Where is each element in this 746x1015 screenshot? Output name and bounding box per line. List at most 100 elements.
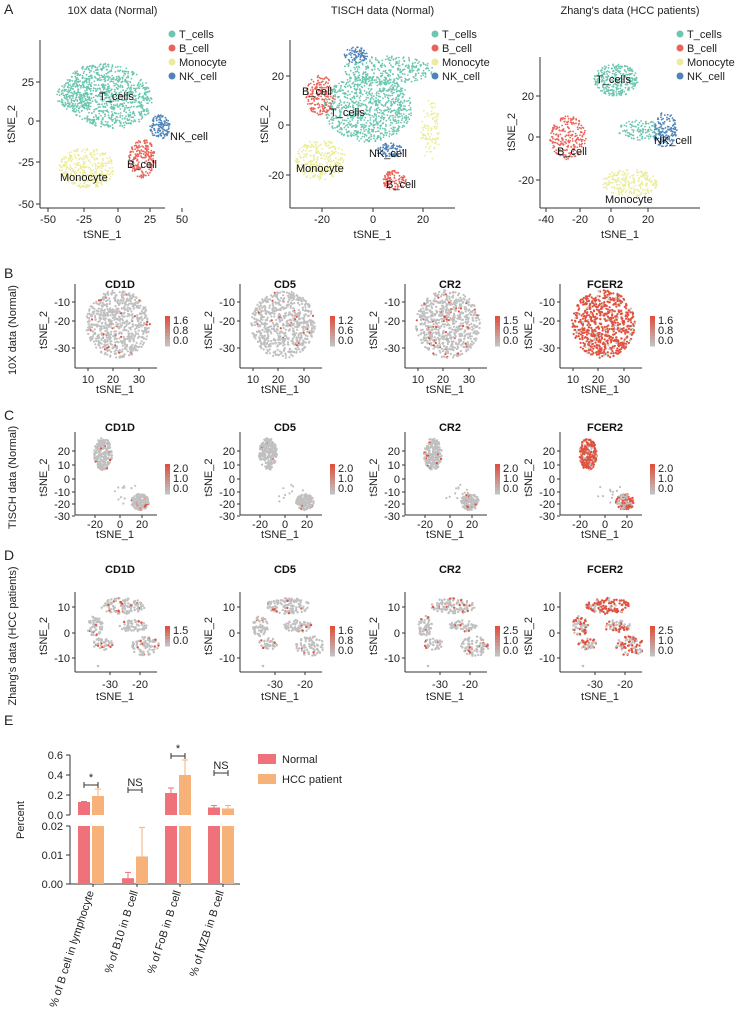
y-tick-label: 0	[278, 120, 284, 132]
x-tick-label: 20	[272, 374, 284, 386]
legend-dot	[431, 30, 439, 38]
tsne-panel-2: TISCH data (Normal) -20 0 20 20 0 -20 tSNE_1 tSN…	[259, 5, 490, 241]
category-label: % of FoB in B cell	[146, 889, 184, 975]
scale-label: 1.5	[173, 625, 188, 637]
bar-hcc-patient	[222, 808, 234, 815]
scale-label: 1.0	[658, 473, 673, 485]
y-axis-label: tSNE_2	[368, 459, 380, 497]
x-tick-label: -20	[252, 519, 268, 531]
legend-label: HCC patient	[282, 774, 342, 786]
bar-lower-hcc-patient	[222, 826, 234, 884]
cluster-nk-cell	[149, 114, 171, 140]
legend-label: Monocyte	[687, 57, 735, 69]
scale-label: 2.5	[658, 625, 673, 637]
x-tick-label: 0	[282, 519, 288, 531]
bar-hcc-patient	[179, 775, 191, 815]
x-axis-label: tSNE_1	[261, 384, 299, 396]
y-tick-label: -10	[219, 653, 235, 665]
legend-dot	[431, 44, 439, 52]
x-tick-label: -20	[417, 519, 433, 531]
panel-label-d: D	[4, 547, 14, 563]
cluster-label: Monocyte	[60, 172, 108, 184]
cluster-label: Monocyte	[605, 194, 653, 206]
cluster-label: B_cell	[302, 86, 332, 98]
scale-label: 1.5	[503, 315, 518, 327]
y-tick-label: 0	[64, 474, 70, 486]
x-tick-label: -20	[462, 679, 478, 691]
x-tick-label: -20	[572, 214, 588, 226]
significance-label: *	[176, 743, 181, 755]
bar-group-2: NS % of B10 in B cell	[103, 777, 148, 975]
panel-e-bar-chart: 0.6 0.4 0.2 0.00.02 0.01 0.00 Percent * % of B c…	[15, 743, 342, 1009]
y-axis-label: tSNE_2	[506, 113, 518, 151]
scale-label: 0.8	[658, 325, 673, 337]
cluster-t-cells	[343, 55, 433, 85]
y-tick-label: -30	[539, 511, 555, 523]
y-tick-label: -30	[219, 511, 235, 523]
y-tick-label: -20	[219, 499, 235, 511]
cluster-b-cell	[549, 115, 587, 161]
legend-label: T_cells	[442, 29, 477, 41]
bar-lower-hcc-patient	[92, 826, 104, 884]
tsne-panel-3: Zhang's data (HCC patients) -40 -20 0 20 20 0 -…	[506, 5, 735, 241]
y-tick-label: -30	[54, 343, 70, 355]
y-tick-label: 10	[388, 460, 400, 472]
tsne-panel-1: 10X data (Normal) -50 -25 0 25 50 25 0 -25 -50 tSN…	[6, 5, 227, 241]
cluster-nk-cell	[343, 46, 369, 64]
cluster-label: T_cells	[99, 91, 134, 103]
y-tick-label: 0.02	[42, 821, 63, 833]
scale-label: 0.0	[338, 335, 353, 347]
x-tick-label: 20	[107, 374, 119, 386]
panel-label-c: C	[4, 407, 14, 423]
x-tick-label: 30	[463, 374, 475, 386]
legend-label: B_cell	[442, 43, 472, 55]
color-scale	[165, 464, 170, 495]
color-scale	[330, 316, 335, 347]
gene-title: CR2	[439, 279, 461, 291]
x-axis-label: tSNE_1	[261, 691, 299, 703]
cluster-label: NK_cell	[369, 148, 407, 160]
y-tick-label: -10	[539, 487, 555, 499]
y-axis-label: tSNE_2	[38, 617, 50, 655]
color-scale	[650, 316, 655, 347]
cluster-monocyte	[602, 168, 658, 198]
x-axis-label: tSNE_1	[96, 691, 134, 703]
significance-label: NS	[127, 777, 142, 789]
row-label: 10X data (Normal)	[7, 285, 19, 375]
x-tick-label: 20	[592, 374, 604, 386]
x-axis-label: tSNE_1	[426, 691, 464, 703]
scale-label: 0.0	[503, 335, 518, 347]
y-tick-label: 10	[58, 602, 70, 614]
scale-label: 2.0	[173, 463, 188, 475]
x-axis-label: tSNE_1	[426, 384, 464, 396]
y-tick-label: 20	[223, 446, 235, 458]
x-axis-label: tSNE_1	[426, 529, 464, 541]
panel-label-b: B	[4, 265, 13, 281]
y-tick-label: -10	[54, 487, 70, 499]
y-tick-label: 20	[388, 446, 400, 458]
legend-label: Normal	[282, 754, 317, 766]
legend-label: B_cell	[179, 43, 209, 55]
panel-title: 10X data (Normal)	[68, 5, 158, 17]
legend-dot	[676, 58, 684, 66]
legend-dot	[431, 72, 439, 80]
cluster-label: NK_cell	[654, 135, 692, 147]
gene-title: CD1D	[105, 422, 135, 434]
bar-lower-normal	[165, 826, 177, 884]
scale-label: 0.0	[173, 335, 188, 347]
y-tick-label: 20	[543, 446, 555, 458]
y-tick-label: -50	[18, 199, 34, 211]
cluster-monocyte	[58, 147, 115, 189]
color-scale	[650, 626, 655, 657]
x-tick-label: 20	[437, 374, 449, 386]
cluster-b-cell	[128, 139, 156, 179]
y-tick-label: 0.2	[48, 790, 63, 802]
scale-label: 2.0	[503, 463, 518, 475]
gene-title: CD5	[274, 279, 296, 291]
x-tick-label: 0	[608, 214, 614, 226]
